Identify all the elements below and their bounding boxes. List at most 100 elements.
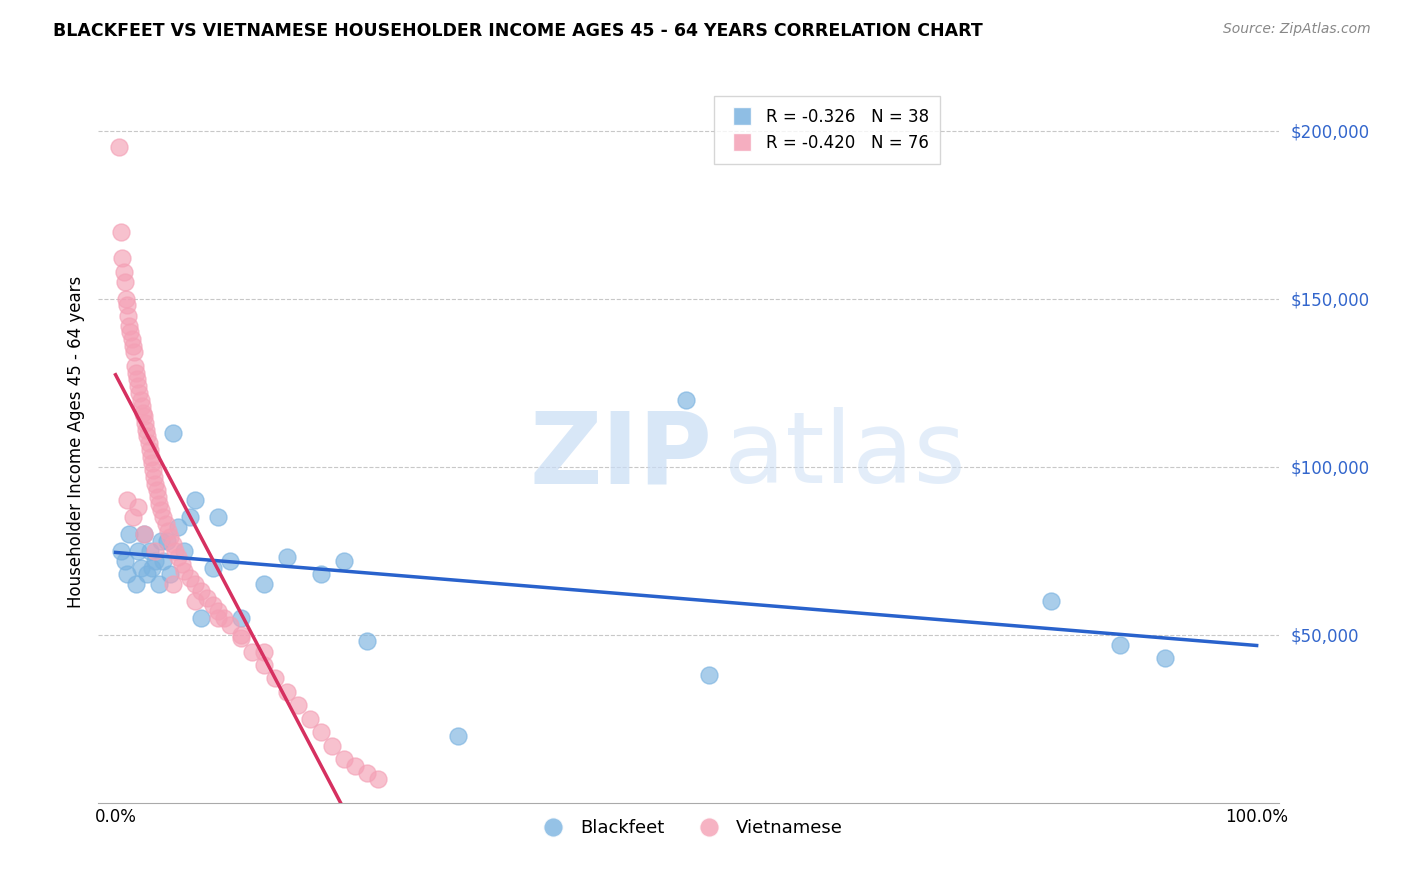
Point	[173, 564, 195, 578]
Point	[207, 611, 229, 625]
Point	[155, 516, 177, 531]
Point	[139, 543, 162, 558]
Point	[229, 611, 252, 625]
Point	[121, 332, 143, 346]
Text: atlas: atlas	[724, 408, 966, 505]
Point	[141, 560, 163, 574]
Point	[121, 339, 143, 353]
Point	[332, 554, 354, 568]
Point	[332, 752, 354, 766]
Point	[195, 591, 218, 605]
Text: BLACKFEET VS VIETNAMESE HOUSEHOLDER INCOME AGES 45 - 64 YEARS CORRELATION CHART: BLACKFEET VS VIETNAMESE HOUSEHOLDER INCO…	[53, 22, 983, 40]
Point	[145, 476, 167, 491]
Point	[121, 510, 143, 524]
Point	[150, 533, 173, 548]
Point	[150, 503, 173, 517]
Point	[207, 604, 229, 618]
Point	[675, 392, 697, 407]
Point	[201, 598, 224, 612]
Point	[110, 225, 132, 239]
Point	[132, 527, 155, 541]
Point	[127, 379, 149, 393]
Point	[128, 385, 150, 400]
Point	[114, 554, 136, 568]
Point	[190, 584, 212, 599]
Point	[179, 571, 201, 585]
Point	[129, 392, 152, 407]
Point	[229, 628, 252, 642]
Point	[190, 611, 212, 625]
Point	[136, 567, 159, 582]
Point	[115, 298, 138, 312]
Point	[1108, 638, 1130, 652]
Point	[253, 658, 276, 673]
Point	[173, 543, 195, 558]
Point	[145, 543, 167, 558]
Point	[356, 765, 378, 780]
Point	[108, 140, 131, 154]
Point	[132, 409, 155, 424]
Point	[152, 554, 174, 568]
Point	[298, 712, 321, 726]
Point	[159, 567, 181, 582]
Point	[138, 436, 160, 450]
Point	[115, 493, 138, 508]
Point	[229, 631, 252, 645]
Point	[141, 456, 163, 470]
Point	[309, 725, 332, 739]
Point	[152, 510, 174, 524]
Point	[146, 490, 169, 504]
Point	[114, 275, 136, 289]
Point	[111, 252, 134, 266]
Point	[170, 558, 193, 572]
Text: Source: ZipAtlas.com: Source: ZipAtlas.com	[1223, 22, 1371, 37]
Point	[132, 527, 155, 541]
Point	[162, 577, 184, 591]
Point	[242, 644, 264, 658]
Point	[184, 577, 207, 591]
Point	[134, 416, 156, 430]
Point	[287, 698, 309, 713]
Point	[218, 554, 240, 568]
Point	[162, 537, 184, 551]
Point	[321, 739, 343, 753]
Point	[253, 644, 276, 658]
Point	[143, 470, 166, 484]
Point	[148, 577, 170, 591]
Point	[112, 265, 135, 279]
Point	[309, 567, 332, 582]
Point	[122, 345, 145, 359]
Point	[156, 533, 179, 548]
Point	[367, 772, 389, 787]
Point	[264, 672, 287, 686]
Point	[276, 550, 298, 565]
Point	[253, 577, 276, 591]
Point	[115, 567, 138, 582]
Legend: Blackfeet, Vietnamese: Blackfeet, Vietnamese	[527, 812, 851, 845]
Point	[114, 292, 136, 306]
Point	[139, 450, 162, 464]
Y-axis label: Householder Income Ages 45 - 64 years: Householder Income Ages 45 - 64 years	[66, 276, 84, 607]
Point	[167, 550, 190, 565]
Point	[697, 668, 720, 682]
Point	[129, 560, 152, 574]
Point	[184, 594, 207, 608]
Point	[201, 560, 224, 574]
Point	[157, 524, 180, 538]
Point	[207, 510, 229, 524]
Point	[125, 577, 148, 591]
Point	[142, 463, 165, 477]
Point	[118, 318, 141, 333]
Point	[447, 729, 470, 743]
Point	[125, 366, 148, 380]
Point	[132, 406, 155, 420]
Point	[344, 759, 367, 773]
Point	[110, 543, 132, 558]
Point	[163, 543, 186, 558]
Point	[118, 527, 141, 541]
Point	[127, 543, 149, 558]
Point	[184, 493, 207, 508]
Point	[136, 429, 159, 443]
Point	[127, 500, 149, 514]
Point	[162, 426, 184, 441]
